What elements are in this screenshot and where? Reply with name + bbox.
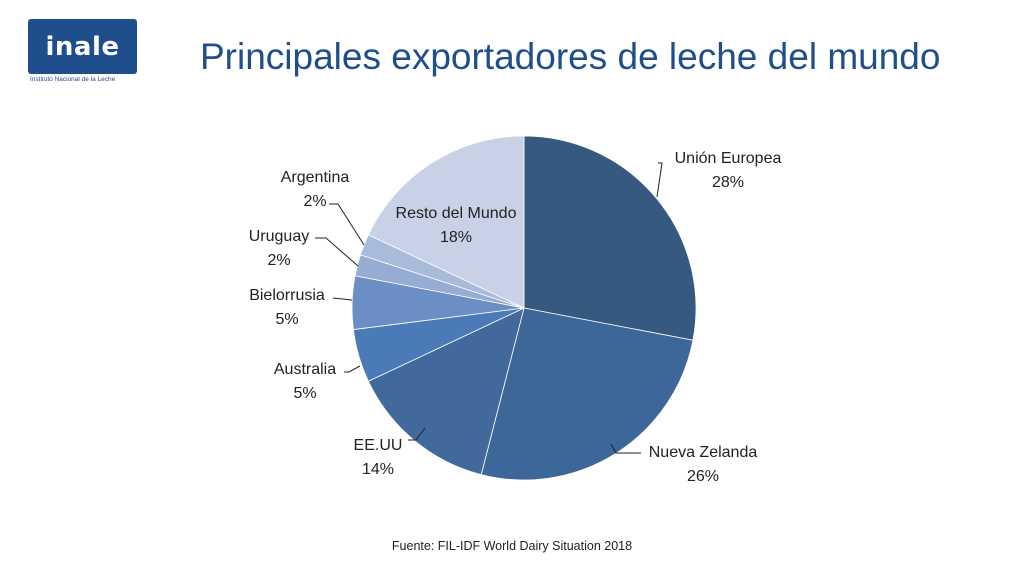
slice-value-1: 26%	[687, 468, 719, 485]
leader-line-6	[329, 203, 365, 246]
leader-line-3	[344, 365, 361, 373]
slice-label-0: Unión Europea	[675, 150, 782, 167]
slice-value-2: 14%	[362, 461, 394, 478]
slice-value-4: 5%	[275, 311, 298, 328]
pie-slice-2	[367, 307, 525, 476]
slice-label-4: Bielorrusia	[249, 287, 325, 304]
slice-value-3: 5%	[293, 385, 316, 402]
slice-label-7: Resto del Mundo	[396, 205, 517, 222]
slice-value-6: 2%	[303, 193, 326, 210]
slice-value-7: 18%	[440, 229, 472, 246]
leader-line-0	[656, 162, 663, 198]
logo-subtitle: Instituto Nacional de la Leche	[30, 76, 116, 83]
slice-label-1: Nueva Zelanda	[649, 444, 758, 461]
leader-line-4	[332, 297, 353, 301]
slice-label-3: Australia	[274, 361, 336, 378]
logo-wordmark: inale	[45, 31, 120, 62]
logo-box: inale	[28, 19, 137, 74]
slice-value-0: 28%	[712, 174, 744, 191]
slice-label-6: Argentina	[281, 169, 350, 186]
pie-slice-7	[367, 135, 525, 309]
slide-title: Principales exportadores de leche del mu…	[200, 36, 941, 77]
leader-line-1	[610, 443, 641, 454]
leader-line-2	[408, 427, 426, 441]
slice-value-5: 2%	[267, 252, 290, 269]
slice-label-2: EE.UU	[354, 437, 403, 454]
source-note: Fuente: FIL-IDF World Dairy Situation 20…	[391, 539, 633, 553]
slice-label-5: Uruguay	[249, 228, 309, 245]
inale-logo: inale Instituto Nacional de la Leche	[28, 19, 138, 87]
leader-line-5	[315, 237, 359, 267]
pie-slice-0	[523, 135, 697, 341]
